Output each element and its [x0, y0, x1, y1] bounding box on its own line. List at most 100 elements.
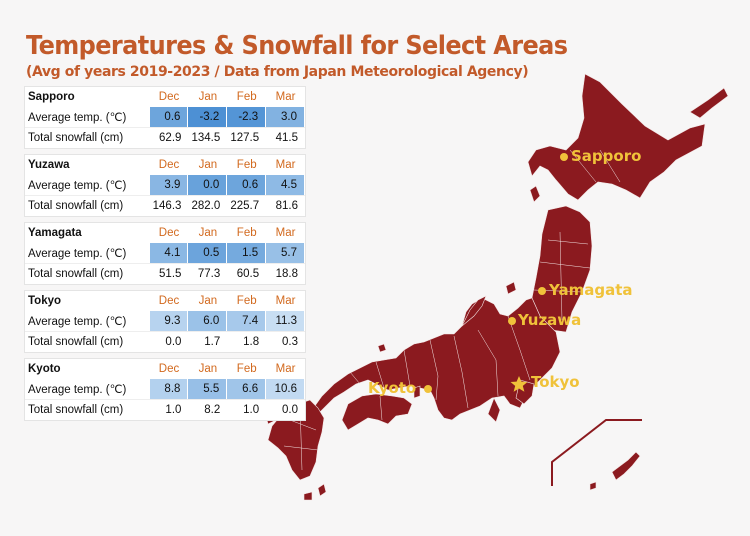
snow-value: 1.8	[243, 336, 260, 348]
temp-row: Average temp. (℃) 4.1 0.5 1.5 5.7	[25, 243, 305, 263]
noto-peninsula	[461, 295, 487, 327]
city-name: Tokyo	[28, 295, 62, 307]
month-header: Jan	[198, 295, 218, 307]
snow-cell: 0.0	[150, 332, 189, 352]
snow-value: 62.9	[159, 132, 182, 144]
temp-cell: 0.5	[188, 243, 228, 263]
tokyo-star-icon	[510, 376, 528, 392]
city-header-row: Yuzawa Dec Jan Feb Mar	[25, 155, 305, 175]
yamagata-marker	[538, 287, 546, 295]
snow-value: 0.0	[165, 336, 182, 348]
page-subtitle: (Avg of years 2019-2023 / Data from Japa…	[26, 64, 529, 80]
shikoku-shape	[341, 393, 413, 431]
sapporo-marker	[560, 153, 568, 161]
city-block-sapporo: Sapporo Dec Jan Feb Mar Average temp. (℃) 0.6 -…	[24, 86, 306, 149]
snow-cell: 18.8	[266, 264, 305, 284]
city-header-row: Kyoto Dec Jan Feb Mar	[25, 359, 305, 379]
snow-value: 81.6	[275, 200, 298, 212]
temp-cell: -2.3	[227, 107, 267, 127]
snow-cell: 127.5	[227, 128, 266, 148]
snow-value: 1.0	[243, 404, 260, 416]
hokkaido-cape	[689, 87, 729, 119]
snow-cell: 1.0	[150, 400, 189, 420]
snow-value: 146.3	[152, 200, 182, 212]
month-header: Feb	[236, 91, 257, 103]
city-header-row: Sapporo Dec Jan Feb Mar	[25, 87, 305, 107]
izu-peninsula	[487, 397, 501, 423]
city-name: Kyoto	[28, 363, 61, 375]
month-header: Dec	[158, 295, 180, 307]
month-header: Dec	[158, 227, 180, 239]
okinawa-inset-frame	[551, 419, 642, 486]
temp-cell: 8.8	[149, 379, 189, 399]
month-header: Dec	[158, 363, 180, 375]
city-block-kyoto: Kyoto Dec Jan Feb Mar Average temp. (℃) 8.8 5.5…	[24, 358, 306, 421]
yamagata-label: Yamagata	[549, 281, 633, 299]
kyoto-label: Kyoto	[368, 379, 417, 397]
temp-value: 0.0	[203, 179, 220, 191]
snow-row: Total snowfall (cm) 0.0 1.7 1.8 0.3	[25, 331, 305, 352]
prefecture-borders	[283, 149, 621, 471]
city-name: Yamagata	[28, 227, 82, 239]
temp-row: Average temp. (℃) 3.9 0.0 0.6 4.5	[25, 175, 305, 195]
temp-value: 6.6	[242, 383, 259, 395]
city-header-row: Tokyo Dec Jan Feb Mar	[25, 291, 305, 311]
yuzawa-marker	[508, 317, 516, 325]
temp-value: 5.5	[203, 383, 220, 395]
temp-cell: 5.7	[266, 243, 305, 263]
month-header: Feb	[236, 363, 257, 375]
temp-label: Average temp. (℃)	[28, 316, 127, 328]
temp-value: 4.5	[281, 179, 297, 191]
month-header: Jan	[198, 159, 218, 171]
temp-value: 0.6	[164, 111, 181, 123]
snow-value: 0.3	[282, 336, 298, 348]
month-header: Feb	[236, 227, 257, 239]
hokkaido-shape	[527, 73, 706, 201]
temp-cell: 3.0	[266, 107, 305, 127]
snow-value: 0.0	[282, 404, 298, 416]
city-name: Sapporo	[28, 91, 75, 103]
tohoku-shape	[531, 205, 593, 333]
temp-value: -2.3	[238, 111, 259, 123]
snow-value: 134.5	[191, 132, 221, 144]
tanegashima	[317, 483, 327, 497]
temp-cell: 1.5	[227, 243, 267, 263]
temp-cell: 0.6	[227, 175, 267, 195]
temp-cell: 4.5	[266, 175, 305, 195]
temp-cell: 0.6	[149, 107, 189, 127]
snow-label: Total snowfall (cm)	[28, 336, 124, 348]
city-name: Yuzawa	[28, 159, 70, 171]
temp-cell: 6.0	[188, 311, 228, 331]
snow-cell: 282.0	[188, 196, 227, 216]
snow-row: Total snowfall (cm) 62.9 134.5 127.5 41.5	[25, 127, 305, 148]
temp-cell: 6.6	[227, 379, 267, 399]
snow-cell: 0.0	[266, 400, 305, 420]
temp-cell: 3.9	[149, 175, 189, 195]
temp-value: 11.3	[275, 315, 297, 327]
snow-cell: 62.9	[150, 128, 189, 148]
oki-islands	[377, 343, 387, 353]
temp-value: 9.3	[164, 315, 181, 327]
snow-value: 77.3	[197, 268, 221, 280]
temp-value: 3.0	[281, 111, 297, 123]
temp-value: 1.5	[242, 247, 259, 259]
snow-cell: 60.5	[227, 264, 266, 284]
temp-cell: 4.1	[149, 243, 189, 263]
snow-label: Total snowfall (cm)	[28, 404, 124, 416]
snow-value: 8.2	[204, 404, 221, 416]
snow-label: Total snowfall (cm)	[28, 132, 124, 144]
month-header: Feb	[236, 295, 257, 307]
sado-island	[505, 281, 517, 295]
awaji-island	[413, 385, 421, 399]
sapporo-label: Sapporo	[571, 147, 642, 165]
tokyo-label: Tokyo	[531, 373, 580, 391]
month-header: Mar	[275, 227, 296, 239]
snow-cell: 41.5	[266, 128, 305, 148]
city-block-yuzawa: Yuzawa Dec Jan Feb Mar Average temp. (℃) 3.9 0.…	[24, 154, 306, 217]
snow-value: 18.8	[275, 268, 298, 280]
month-header: Feb	[236, 159, 257, 171]
snow-cell: 1.7	[188, 332, 227, 352]
month-header: Mar	[275, 295, 296, 307]
temp-value: 10.6	[274, 383, 297, 395]
snow-cell: 1.0	[227, 400, 266, 420]
